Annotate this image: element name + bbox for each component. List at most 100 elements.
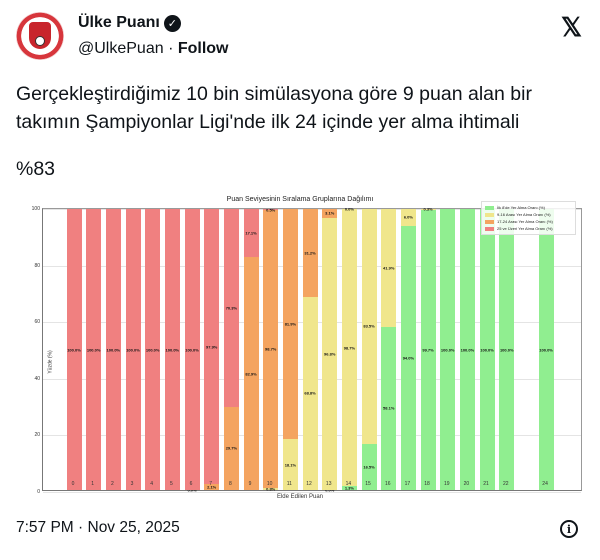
bar-21: 100.0% [479,209,495,490]
tweet-header: Ülke Puanı ✓ @UlkePuan · Follow 𝕏 [16,10,584,62]
account-name[interactable]: Ülke Puanı [78,14,160,31]
bar-20: 100.0% [459,209,475,490]
bar-segment: 6.0% [400,209,416,226]
x-tick-label: 8 [228,481,232,487]
x-tick-label: 1 [91,481,95,487]
chart-title: Puan Seviyesinin Sıralama Gruplarına Dağ… [226,196,374,203]
segment-value-label: 31.2% [304,250,316,256]
info-icon[interactable]: i [560,520,578,538]
legend-item: 9-16 Arası Yer Alma Oranı (%) [485,211,572,218]
bar-segment: 100.0% [479,209,495,490]
bar-24: 100.0% [538,209,554,490]
plot-area: Yüzde (%) 0 20 40 60 80 100 100.0% 100.0% 100.0%… [32,206,582,495]
legend-label: 25 ve Üzeri Yer Alma Oranı (%) [497,226,553,231]
avatar[interactable] [16,12,64,60]
x-tick-label: 16 [384,481,391,487]
bar-segment: 100.0% [125,209,141,490]
segment-value-label: 1.3% [344,485,354,491]
bar-segment: 100.0% [145,209,161,490]
legend-item: 17-24 Arası Yer Alma Oranı (%) [485,218,572,225]
bar-1: 100.0% [86,209,102,490]
x-tick-label: 2 [110,481,114,487]
bar-segment: 31.2% [302,209,318,297]
bar-14: 1.3% 98.7% 0.0% [341,207,357,491]
segment-value-label: 100.0% [440,347,455,352]
segment-value-label: 100.0% [539,347,553,352]
y-axis-label: Yüzde (%) [47,350,54,374]
bar-17: 94.0% 6.0% [400,209,416,490]
x-tick-label: 9 [248,481,252,487]
bar-segment: 0.3% [420,207,436,212]
legend-label: 17-24 Arası Yer Alma Oranı (%) [497,219,553,224]
segment-value-label: 98.7% [265,346,277,352]
x-tick-label: 19 [443,481,450,487]
bar-segment: 100.0% [86,209,102,490]
x-tick-label: 10 [266,481,273,487]
bar-segment: 99.7% [420,209,436,490]
x-tick-label: 22 [502,481,509,487]
legend-swatch [485,226,494,231]
segment-value-label: 68.8% [304,390,316,396]
bar-9: 82.9% 17.1% [243,209,259,490]
bar-0: 100.0% [66,209,82,490]
bar-segment: 16.5% [361,443,377,490]
segment-value-label: 81.9% [284,321,297,327]
x-tick-label: 21 [483,481,489,487]
segment-value-label: 100.0% [480,347,494,352]
bar-12: 68.8% 31.2% [302,209,318,490]
follow-button[interactable]: Follow [177,40,229,57]
segment-value-label: 100.0% [126,347,140,352]
bar-segment: 18.1% [282,439,298,490]
x-tick-label: 4 [150,481,154,487]
x-tick-label: 20 [463,481,470,487]
segment-value-label: 96.8% [324,351,336,357]
legend-item: 25 ve Üzeri Yer Alma Oranı (%) [485,225,572,232]
legend-label: 9-16 Arası Yer Alma Oranı (%) [497,212,551,217]
chart-image[interactable]: Puan Seviyesinin Sıralama Gruplarına Dağ… [14,195,586,510]
bar-15: 16.5% 83.5% [361,209,377,490]
segment-value-label: 100.0% [460,347,475,352]
bar-16: 58.1% 41.9% [381,209,397,490]
bar-segment: 100.0% [538,209,554,490]
bar-segment: 58.1% [381,326,397,490]
segment-value-label: 2.1% [207,484,217,490]
x-tick-label: 11 [286,481,292,487]
segment-value-label: 100.0% [499,347,514,352]
segment-value-label: 16.5% [363,464,375,470]
segment-value-label: 83.5% [363,323,375,329]
bar-5: 100.0% [164,209,180,490]
legend-swatch [485,205,494,210]
bar-segment: 2.1% [204,484,220,490]
bar-segment: 98.7% [263,210,279,488]
x-tick-label: 13 [325,481,332,487]
bar-4: 100.0% [145,209,161,490]
bar-segment: 83.5% [361,209,377,444]
name-row: Ülke Puanı ✓ [78,14,181,32]
x-logo-icon[interactable]: 𝕏 [561,12,582,42]
segment-value-label: 0.3% [423,206,433,212]
bar-segment: 81.9% [282,209,298,440]
x-tick-label: 18 [424,481,430,487]
bar-18: 99.7% 0.3% [420,207,436,490]
segment-value-label: 0.5% [266,207,276,213]
bar-segment: 1.3% [341,486,357,491]
bar-segment: 100.0% [66,209,82,490]
crest-logo-icon [29,22,51,49]
x-tick-label: 15 [365,481,371,487]
x-tick-label: 14 [345,481,352,487]
bar-2: 100.0% [105,209,121,490]
segment-value-label: 58.1% [383,405,395,411]
y-tick-label: 60 [34,319,40,326]
bar-segment: 100.0% [164,209,180,490]
bar-13: 0.0% 96.8% 3.1% [322,209,338,493]
account-handle[interactable]: @UlkePuan [78,40,164,57]
tweet-timestamp[interactable]: 7:57 PM · Nov 25, 2025 [16,519,180,536]
separator: · [163,40,178,57]
bar-10: 0.8% 98.7% 0.5% [263,207,279,491]
y-tick-label: 40 [34,375,40,382]
bar-7: 2.1% 97.9% [204,209,220,490]
bar-11: 18.1% 81.9% [282,209,298,490]
bar-6: 0.0% 100.0% [184,209,200,493]
segment-value-label: 0.8% [266,486,276,492]
x-tick-label: 3 [130,481,134,487]
